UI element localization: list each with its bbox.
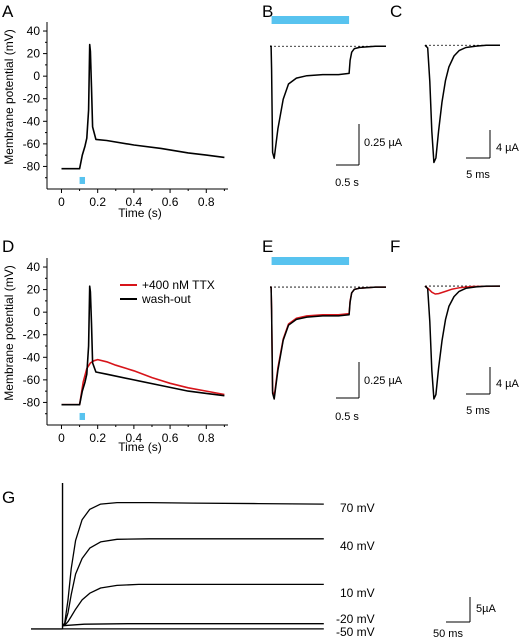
panel-d-x-tick-label: 0.6 [162,431,179,445]
panel-f-trace-1 [424,285,501,295]
panel-f-trace-2 [424,285,500,400]
panel-e-scale-x-label: 0.5 s [335,411,359,423]
panel-g-label-m20mv: -20 mV [336,612,375,626]
panel-d-trace-2 [61,285,225,406]
panel-d-stimulus-marker [79,412,86,420]
panel-a-y-tick-label: -40 [23,114,41,128]
panel-a-series [61,43,225,184]
panel-g-extras [446,597,471,623]
panel-b-trace-1 [270,45,386,160]
panel-g-scale-y-label: 5µA [476,603,496,615]
panel-g-label-40mv: 40 mV [340,539,375,553]
panel-a-y-axis-label: Membrane potential (mV) [2,29,16,164]
panel-g-scale-x-label: 50 ms [433,628,463,638]
panel-e-scale-y-label: 0.25 µA [364,375,403,387]
panel-g-trace-2 [62,538,324,627]
panel-a-y-tick-label: -60 [23,137,41,151]
legend-label-ttx: +400 nM TTX [142,278,215,292]
panel-letter-B: B [262,2,273,21]
panel-f-extras [425,285,500,395]
panel-d-y-tick-label: 0 [33,305,40,319]
panel-d-x-tick-label: 0.2 [89,431,106,445]
panel-c-scale-x-label: 5 ms [466,169,490,181]
panel-a-x-axis-label: Time (s) [118,206,162,220]
panel-g-trace-3 [62,583,324,627]
panel-a-y-tick-label: 20 [27,47,41,61]
panel-g-trace-4 [62,623,324,627]
panel-a-y-tick-label: 40 [27,24,41,38]
panel-c-scale-y-label: 4 µA [496,142,520,154]
panel-g-label-m50mv: -50 mV [336,625,375,638]
panel-letter-F: F [390,237,400,256]
panel-letter-G: G [2,488,15,507]
panel-d-y-tick-label: -20 [23,328,41,342]
panel-a-x-tick-label: 0.8 [198,195,215,209]
panel-d-y-tick-label: 20 [27,283,41,297]
panel-e-series [270,286,386,400]
panel-b-current-trace: 0.25 µA 0.5 s [270,16,403,189]
panel-d-trace-1 [61,358,225,406]
panel-b-light-bar [271,16,350,24]
panel-d-series [61,285,225,420]
panel-b-scale-x-label: 0.5 s [335,177,359,189]
panel-d-y-tick-label: -80 [23,395,41,409]
panel-g-label-70mv: 70 mV [340,501,375,515]
panel-letter-E: E [262,237,273,256]
panel-d-y-tick-label: -40 [23,350,41,364]
panel-a-y-tick-label: -20 [23,92,41,106]
panel-a-x-tick-label: 0.4 [126,195,143,209]
panel-a-trace-1 [61,43,225,170]
panel-f-scale-x-label: 5 ms [466,405,490,417]
panel-g-label-10mv: 10 mV [340,586,375,600]
panel-d-legend: +400 nM TTX wash-out [120,278,215,306]
panel-d-y-axis-label: Membrane potential (mV) [2,265,16,400]
panel-b-series [270,45,386,160]
panel-c-current-trace: 4 µA 5 ms [424,44,520,181]
panel-d-y-tick-label: 40 [27,260,41,274]
panel-g-series [31,483,324,630]
panel-e-light-bar [271,257,350,265]
panel-c-extras [425,44,500,159]
panel-b-scale-y-label: 0.25 µA [364,137,403,149]
panel-a-x-tick-label: 0 [58,195,65,209]
panel-g-voltage-steps: 70 mV 40 mV 10 mV -20 mV -50 mV 5µA 50 m… [31,483,496,638]
panel-d-y-tick-label: -60 [23,373,41,387]
panel-c-trace-1 [424,44,500,164]
panel-a-x-tick-label: 0.6 [162,195,179,209]
panel-f-scale-y-label: 4 µA [496,378,520,390]
panel-f-series [424,285,501,400]
panel-letter-A: A [2,2,14,21]
panel-a-axes: 40 20 0 -20 -40 -60 -80 0 0.2 0.4 0.6 0.8 [23,22,228,209]
panel-g-trace-1 [62,501,324,627]
panel-e-trace-2 [270,286,386,400]
panel-e-current-trace: 0.25 µA 0.5 s [270,257,403,423]
panel-letter-D: D [2,237,14,256]
panel-d-x-tick-label: 0 [58,431,65,445]
panel-a-stimulus-marker [79,176,86,184]
panel-a-x-tick-label: 0.2 [89,195,106,209]
panel-d-x-tick-label: 0.8 [198,431,215,445]
panel-d-axes: 40 20 0 -20 -40 -60 -80 0 0.2 0.4 0.6 0.8 [23,258,228,445]
legend-label-washout: wash-out [141,292,191,306]
panel-letter-C: C [390,2,402,21]
panel-c-series [424,44,500,164]
panel-d-x-tick-label: 0.4 [126,431,143,445]
panel-a-y-tick-label: 0 [33,69,40,83]
panel-d-x-axis-label: Time (s) [118,440,162,454]
panel-f-current-trace: 4 µA 5 ms [424,285,520,417]
panel-a-y-tick-label: -80 [23,159,41,173]
